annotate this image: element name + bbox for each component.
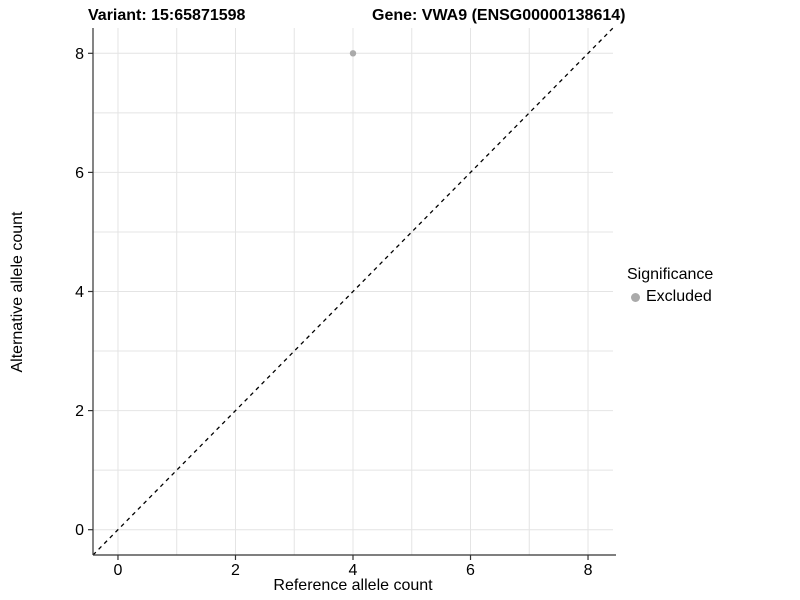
legend-item-label: Excluded [646,288,712,305]
x-axis-title: Reference allele count [273,577,433,594]
x-tick-label: 4 [349,562,358,579]
y-tick-label: 6 [75,165,84,182]
y-tick-label: 4 [75,284,84,301]
y-tick-label: 2 [75,403,84,420]
gene-title: Gene: VWA9 (ENSG00000138614) [372,7,626,24]
x-tick-label: 6 [466,562,475,579]
legend-title: Significance [627,266,714,283]
legend-item-excluded: Excluded [627,288,713,306]
legend-point-icon [631,292,640,302]
data-point [349,50,357,57]
variant-title: Variant: 15:65871598 [88,7,246,24]
y-axis-title: Alternative allele count [9,211,26,373]
identity-reference-line [92,27,614,556]
legend: Significance Excluded [627,266,713,306]
x-tick-label: 0 [114,562,123,579]
x-tick-label: 2 [231,562,240,579]
y-tick-label: 8 [75,46,84,63]
y-tick-label: 0 [75,522,84,539]
x-tick-label: 8 [584,562,593,579]
